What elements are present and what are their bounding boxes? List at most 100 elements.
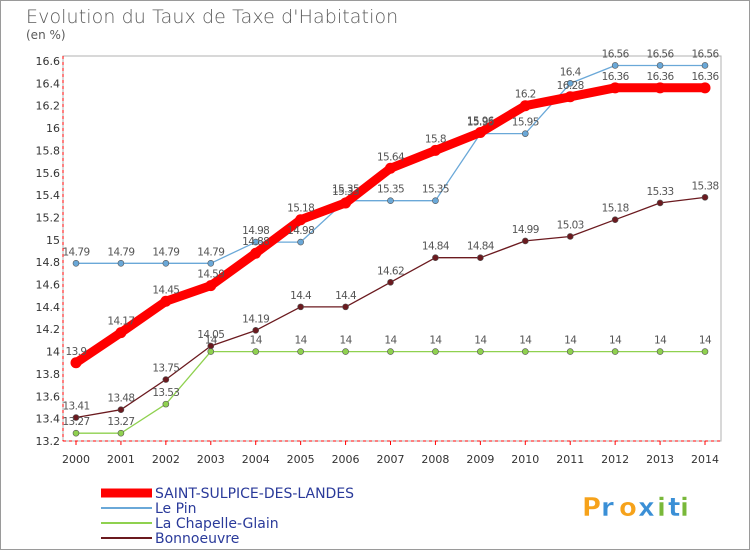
x-tick-label: 2006 — [332, 453, 360, 466]
data-label-saint-sulpice-des-landes: 16.36 — [602, 71, 630, 83]
data-point-saint-sulpice-des-landes — [474, 127, 486, 139]
data-label-le-pin: 16.4 — [560, 66, 582, 78]
series-line-saint-sulpice-des-landes — [71, 83, 710, 368]
data-label-saint-sulpice-des-landes: 13.9 — [66, 346, 87, 358]
data-label-la-chapelle-glain: 14 — [295, 335, 308, 347]
y-axis-unit: (en %) — [26, 28, 66, 42]
y-tick-label: 13.2 — [36, 435, 61, 448]
data-point-saint-sulpice-des-landes — [160, 295, 172, 307]
data-point-la-chapelle-glain — [432, 348, 439, 355]
data-point-la-chapelle-glain — [521, 348, 529, 355]
series-layer — [70, 62, 711, 437]
logo-letter: P — [582, 493, 601, 523]
logo-letter: x — [638, 493, 655, 523]
x-tick-label: 2009 — [466, 453, 494, 466]
logo-letter: o — [619, 493, 637, 523]
data-labels-layer: 13.41 13.48 13.75 14.05 14.19 14.4 14.4 14.62 14… — [62, 48, 720, 428]
data-label-bonnoeuvre: 15.33 — [647, 186, 674, 198]
data-label-le-pin: 14.98 — [242, 225, 269, 237]
data-point-bonnoeuvre — [432, 254, 439, 262]
data-label-saint-sulpice-des-landes: 15.64 — [377, 151, 405, 163]
data-label-bonnoeuvre: 15.38 — [691, 180, 718, 192]
data-point-la-chapelle-glain — [566, 348, 574, 355]
data-label-la-chapelle-glain: 13.27 — [107, 416, 134, 428]
x-tick-label: 2013 — [646, 453, 674, 466]
data-label-bonnoeuvre: 13.41 — [62, 401, 89, 413]
data-point-bonnoeuvre — [477, 254, 484, 262]
x-tick-label: 2008 — [421, 453, 449, 466]
x-tick-label: 2004 — [242, 453, 270, 466]
data-point-saint-sulpice-des-landes — [429, 144, 441, 156]
data-point-le-pin — [207, 259, 215, 267]
logo-letter: i — [657, 493, 666, 523]
y-tick-label: 15 — [46, 234, 60, 247]
y-tick-label: 16.2 — [36, 100, 61, 113]
data-label-le-pin: 14.79 — [152, 246, 179, 258]
y-tick-label: 16 — [46, 122, 60, 135]
data-label-le-pin: 14.79 — [107, 246, 134, 258]
data-point-la-chapelle-glain — [611, 348, 619, 355]
x-tick-label: 2002 — [152, 453, 180, 466]
x-tick-label: 2007 — [377, 453, 405, 466]
data-label-la-chapelle-glain: 14 — [564, 335, 577, 347]
data-label-la-chapelle-glain: 13.27 — [62, 416, 89, 428]
data-point-la-chapelle-glain — [477, 348, 484, 355]
data-point-bonnoeuvre — [252, 327, 260, 334]
y-tick-label: 14.4 — [36, 301, 61, 314]
series-line-bonnoeuvre — [75, 196, 706, 419]
x-tick-label: 2000 — [62, 453, 90, 466]
data-label-le-pin: 14.79 — [62, 246, 89, 258]
data-point-saint-sulpice-des-landes — [295, 214, 307, 226]
data-point-le-pin — [252, 238, 260, 246]
legend-label-saint-sulpice-des-landes: SAINT-SULPICE-DES-LANDES — [155, 486, 354, 502]
data-point-la-chapelle-glain — [252, 348, 260, 355]
data-label-la-chapelle-glain: 14 — [699, 335, 712, 347]
y-tick-label: 14.8 — [36, 256, 61, 269]
data-label-la-chapelle-glain: 13.53 — [152, 387, 179, 399]
data-point-bonnoeuvre — [701, 194, 709, 201]
y-tick-label: 13.8 — [36, 368, 61, 381]
data-label-bonnoeuvre: 13.75 — [152, 363, 179, 375]
x-tick-label: 2014 — [691, 453, 719, 466]
y-tick-label: 14 — [46, 346, 60, 359]
data-point-la-chapelle-glain — [72, 429, 80, 437]
data-label-saint-sulpice-des-landes: 15.18 — [287, 203, 314, 215]
data-label-saint-sulpice-des-landes: 15.8 — [425, 133, 446, 145]
y-tick-label: 15.8 — [36, 144, 61, 157]
data-label-le-pin: 15.35 — [422, 184, 449, 196]
data-point-bonnoeuvre — [162, 376, 170, 383]
data-point-saint-sulpice-des-landes — [699, 82, 711, 94]
data-label-bonnoeuvre: 14.19 — [242, 313, 269, 325]
x-tick-label: 2011 — [556, 453, 584, 466]
data-point-saint-sulpice-des-landes — [205, 280, 217, 292]
data-label-saint-sulpice-des-landes: 16.36 — [647, 71, 675, 83]
data-label-la-chapelle-glain: 14 — [384, 335, 397, 347]
data-point-bonnoeuvre — [297, 303, 304, 311]
data-point-le-pin — [297, 238, 304, 246]
data-point-le-pin — [521, 130, 529, 137]
data-point-bonnoeuvre — [566, 233, 574, 240]
x-tick-label: 2010 — [511, 453, 539, 466]
legend-label-le-pin: Le Pin — [155, 501, 197, 517]
data-label-bonnoeuvre: 14.99 — [512, 224, 539, 236]
data-point-la-chapelle-glain — [656, 348, 664, 355]
data-label-saint-sulpice-des-landes: 14.88 — [242, 236, 269, 248]
data-point-bonnoeuvre — [117, 406, 125, 414]
data-point-bonnoeuvre — [656, 199, 664, 207]
data-point-bonnoeuvre — [611, 216, 619, 224]
data-label-la-chapelle-glain: 14 — [250, 335, 263, 347]
data-point-le-pin — [611, 62, 619, 69]
y-tick-label: 16.4 — [36, 77, 61, 90]
data-label-saint-sulpice-des-landes: 16.28 — [557, 80, 584, 92]
data-point-le-pin — [432, 197, 439, 205]
data-label-saint-sulpice-des-landes: 15.33 — [332, 186, 359, 198]
data-point-bonnoeuvre — [521, 237, 529, 245]
y-tick-label: 15.2 — [36, 211, 61, 224]
data-point-le-pin — [656, 62, 664, 69]
data-label-saint-sulpice-des-landes: 14.45 — [152, 284, 179, 296]
y-tick-label: 13.6 — [36, 390, 61, 403]
data-label-la-chapelle-glain: 14 — [519, 335, 532, 347]
data-label-le-pin: 15.35 — [377, 184, 404, 196]
data-point-saint-sulpice-des-landes — [250, 247, 262, 259]
